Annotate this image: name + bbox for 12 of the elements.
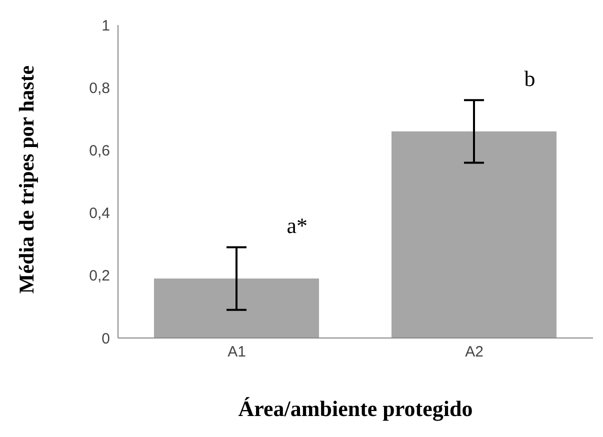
y-tick-label: 0,2 <box>89 268 110 285</box>
annotation: b <box>524 66 536 91</box>
y-tick-label: 1 <box>102 17 110 34</box>
y-tick-label: 0,4 <box>89 205 110 222</box>
y-tick-label: 0,6 <box>89 142 110 160</box>
x-tick-label: A2 <box>465 344 484 361</box>
annotation: a* <box>286 213 308 238</box>
y-tick-label: 0,8 <box>89 80 110 97</box>
x-tick-label: A1 <box>228 344 246 361</box>
y-tick-label: 0 <box>102 330 110 348</box>
y-axis-title: Média de tripes por haste <box>14 64 40 294</box>
x-axis-title: Área/ambiente protegido <box>237 396 474 422</box>
